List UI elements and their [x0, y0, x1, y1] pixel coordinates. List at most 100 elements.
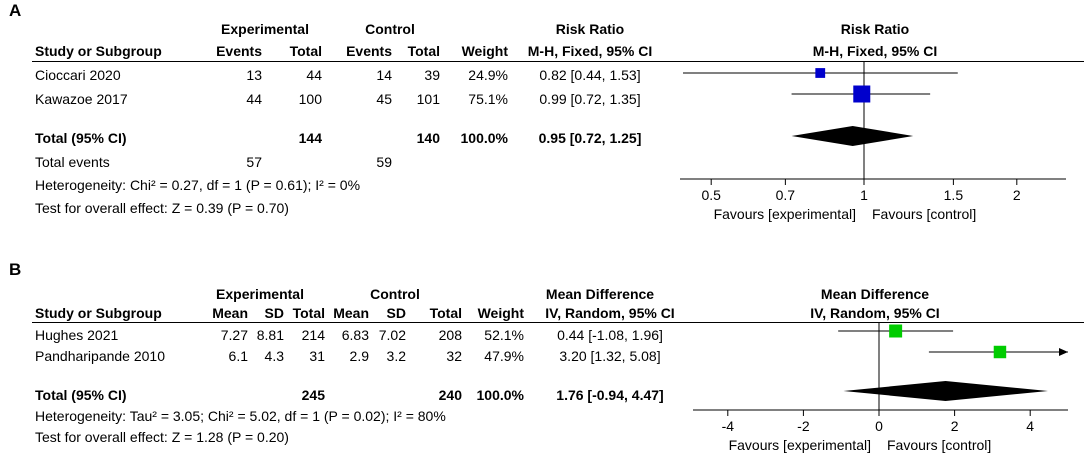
b-ctl-sd: 3.2	[386, 348, 406, 364]
a-events-label: Total events	[35, 154, 110, 170]
a-overall-effect: Test for overall effect: Z = 0.39 (P = 0…	[35, 200, 289, 216]
a-heterogeneity: Heterogeneity: Chi² = 0.27, df = 1 (P = …	[35, 177, 361, 193]
a-study-name: Cioccari 2020	[35, 67, 121, 83]
b-total-exp: 245	[301, 387, 325, 403]
a-control-header: Control	[365, 21, 415, 37]
a-study-name: Kawazoe 2017	[35, 91, 128, 107]
b-ctl-mean: 6.83	[341, 327, 369, 343]
b-ci: 3.20 [1.32, 5.08]	[559, 348, 661, 364]
b-effect-title: Mean Difference	[545, 286, 655, 302]
a-total-weight: 100.0%	[460, 130, 508, 146]
a-col-weight: Weight	[461, 43, 508, 59]
a-exp-total: 44	[306, 67, 322, 83]
b-col-ctl-mean: Mean	[333, 305, 369, 321]
study-marker	[993, 345, 1007, 359]
favours-left-label: Favours [experimental]	[729, 437, 871, 453]
a-exp-events: 13	[246, 67, 262, 83]
b-exp-sd: 4.3	[264, 348, 284, 364]
a-plot-title: Risk Ratio	[840, 21, 910, 37]
b-weight: 47.9%	[484, 348, 524, 364]
b-plot-title: Mean Difference	[820, 286, 930, 302]
a-header-rule	[32, 61, 1084, 62]
study-marker	[853, 85, 871, 103]
b-experimental-header: Experimental	[216, 286, 304, 302]
study-marker	[815, 68, 826, 78]
panel-b-letter: B	[9, 260, 22, 279]
a-ctl-total: 101	[416, 91, 440, 107]
b-total-weight: 100.0%	[476, 387, 524, 403]
b-ctl-mean: 2.9	[349, 348, 369, 364]
pooled-diamond	[843, 381, 1048, 401]
x-tick-label: 1	[860, 187, 868, 203]
a-ctl-events: 45	[376, 91, 392, 107]
b-total-label: Total (95% CI)	[35, 387, 127, 403]
a-col-ctl-total: Total	[407, 43, 440, 59]
a-total-ci: 0.95 [0.72, 1.25]	[538, 130, 642, 146]
a-ctl-total: 39	[424, 67, 440, 83]
a-weight: 75.1%	[468, 91, 508, 107]
b-plot-method: IV, Random, 95% CI	[810, 305, 940, 321]
a-ctl-events: 14	[376, 67, 392, 83]
ci-arrow	[1059, 348, 1068, 356]
a-exp-total: 100	[298, 91, 322, 107]
x-tick-label: 2	[951, 418, 959, 434]
a-events-exp: 57	[246, 154, 262, 170]
a-col-exp-events: Events	[216, 43, 262, 59]
a-col-ctl-events: Events	[346, 43, 392, 59]
b-study-name: Pandharipande 2010	[35, 348, 166, 364]
b-exp-sd: 8.81	[256, 327, 284, 343]
a-total-label: Total (95% CI)	[35, 130, 127, 146]
a-effect-title: Risk Ratio	[555, 21, 625, 37]
x-tick-label: 0.7	[776, 187, 796, 203]
b-ctl-sd: 7.02	[378, 327, 406, 343]
b-total-ctl: 240	[438, 387, 462, 403]
b-ctl-total: 208	[438, 327, 462, 343]
panel-a-letter: A	[9, 1, 22, 20]
b-col-method: IV, Random, 95% CI	[545, 305, 675, 321]
b-exp-total: 31	[309, 348, 325, 364]
b-col-exp-mean: Mean	[212, 305, 248, 321]
favours-left-label: Favours [experimental]	[714, 206, 856, 222]
b-ci: 0.44 [-1.08, 1.96]	[557, 327, 663, 343]
x-tick-label: 0.5	[701, 187, 721, 203]
a-ci: 0.82 [0.44, 1.53]	[539, 67, 641, 83]
b-col-exp-total: Total	[292, 305, 325, 321]
x-tick-label: 4	[1026, 418, 1034, 434]
pooled-diamond	[791, 126, 914, 146]
a-events-ctl: 59	[376, 154, 392, 170]
a-col-method: M-H, Fixed, 95% CI	[527, 43, 653, 59]
a-col-exp-total: Total	[289, 43, 322, 59]
b-exp-total: 214	[301, 327, 325, 343]
b-col-exp-sd: SD	[264, 305, 284, 321]
a-total-ctl: 140	[416, 130, 440, 146]
a-experimental-header: Experimental	[221, 21, 309, 37]
a-col-study: Study or Subgroup	[35, 43, 162, 59]
b-exp-mean: 7.27	[220, 327, 248, 343]
b-weight: 52.1%	[484, 327, 524, 343]
b-col-ctl-sd: SD	[386, 305, 406, 321]
x-tick-label: 2	[1013, 187, 1021, 203]
b-study-name: Hughes 2021	[35, 327, 119, 343]
favours-right-label: Favours [control]	[887, 437, 991, 453]
b-col-study: Study or Subgroup	[35, 305, 162, 321]
a-weight: 24.9%	[468, 67, 508, 83]
b-col-ctl-total: Total	[429, 305, 462, 321]
b-heterogeneity: Heterogeneity: Tau² = 3.05; Chi² = 5.02,…	[35, 408, 446, 424]
b-ctl-total: 32	[446, 348, 462, 364]
study-marker	[889, 324, 903, 338]
x-tick-label: 1.5	[944, 187, 964, 203]
a-exp-events: 44	[246, 91, 262, 107]
b-header-rule	[32, 322, 1084, 323]
b-overall-effect: Test for overall effect: Z = 1.28 (P = 0…	[35, 429, 289, 445]
b-control-header: Control	[370, 286, 420, 302]
favours-right-label: Favours [control]	[872, 206, 976, 222]
a-plot-method: M-H, Fixed, 95% CI	[812, 43, 938, 59]
b-exp-mean: 6.1	[228, 348, 248, 364]
b-col-weight: Weight	[477, 305, 524, 321]
x-tick-label: -2	[797, 418, 810, 434]
x-tick-label: -4	[722, 418, 735, 434]
b-total-ci: 1.76 [-0.94, 4.47]	[556, 387, 664, 403]
a-ci: 0.99 [0.72, 1.35]	[539, 91, 641, 107]
